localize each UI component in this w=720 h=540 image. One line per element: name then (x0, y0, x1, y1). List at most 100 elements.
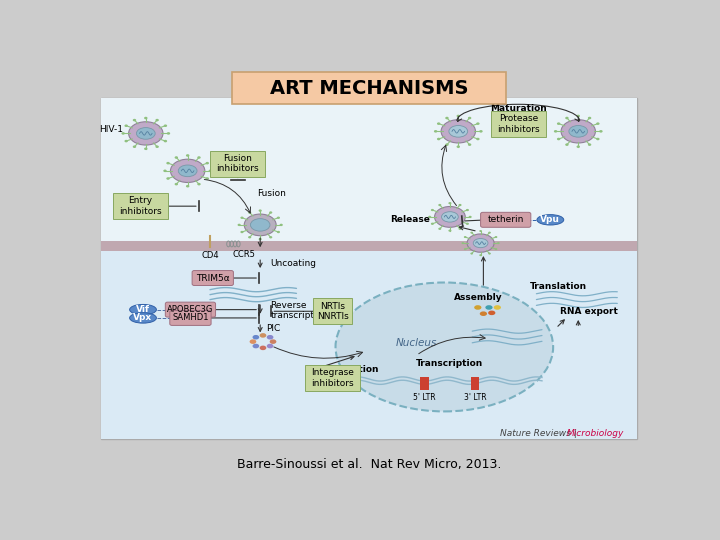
Text: Reverse
transcription: Reverse transcription (270, 301, 328, 320)
Ellipse shape (456, 114, 460, 117)
Ellipse shape (495, 236, 498, 238)
Text: SAMHD1: SAMHD1 (172, 313, 209, 322)
Ellipse shape (449, 230, 451, 232)
Ellipse shape (466, 209, 469, 211)
FancyArrowPatch shape (274, 347, 363, 358)
Text: HIV-1: HIV-1 (99, 125, 124, 134)
Ellipse shape (468, 117, 472, 119)
Text: CD4: CD4 (201, 252, 219, 260)
Ellipse shape (156, 145, 159, 148)
Ellipse shape (248, 211, 251, 214)
Text: APOBEC3G: APOBEC3G (167, 305, 214, 314)
Ellipse shape (276, 217, 280, 219)
Ellipse shape (485, 305, 492, 310)
Ellipse shape (166, 177, 170, 180)
Ellipse shape (122, 132, 125, 134)
Ellipse shape (270, 339, 276, 344)
Ellipse shape (464, 248, 467, 250)
Ellipse shape (537, 214, 564, 225)
Ellipse shape (480, 312, 487, 316)
Ellipse shape (130, 313, 156, 323)
Ellipse shape (476, 138, 480, 140)
FancyBboxPatch shape (101, 98, 637, 243)
Text: Protease
inhibitors: Protease inhibitors (497, 114, 539, 133)
Text: Fusion
inhibitors: Fusion inhibitors (217, 154, 259, 173)
Ellipse shape (167, 132, 170, 134)
Ellipse shape (445, 117, 449, 119)
Ellipse shape (469, 216, 472, 218)
FancyArrowPatch shape (204, 179, 251, 213)
Ellipse shape (144, 117, 148, 119)
FancyBboxPatch shape (101, 241, 637, 251)
Ellipse shape (599, 130, 603, 133)
Ellipse shape (269, 236, 272, 239)
Text: 5' LTR: 5' LTR (413, 393, 436, 402)
Ellipse shape (197, 156, 201, 159)
Text: RNA export: RNA export (560, 307, 618, 316)
Ellipse shape (163, 124, 167, 127)
Ellipse shape (495, 248, 498, 250)
Ellipse shape (462, 242, 464, 244)
Ellipse shape (488, 310, 495, 315)
Ellipse shape (179, 165, 197, 177)
Ellipse shape (240, 231, 243, 233)
Ellipse shape (596, 123, 600, 125)
Ellipse shape (258, 238, 262, 240)
Ellipse shape (244, 214, 276, 235)
Text: Vpu: Vpu (541, 215, 560, 224)
Text: Entry
inhibitors: Entry inhibitors (119, 197, 161, 216)
Ellipse shape (557, 123, 560, 125)
FancyBboxPatch shape (166, 302, 215, 317)
Ellipse shape (431, 222, 434, 225)
FancyBboxPatch shape (112, 193, 168, 219)
Text: Release: Release (390, 215, 431, 224)
Ellipse shape (129, 122, 163, 145)
Ellipse shape (144, 147, 148, 150)
Ellipse shape (163, 170, 167, 172)
FancyArrowPatch shape (441, 145, 456, 206)
Ellipse shape (561, 120, 595, 143)
Ellipse shape (260, 333, 266, 338)
Ellipse shape (260, 346, 266, 350)
Text: Vpx: Vpx (133, 313, 153, 322)
Ellipse shape (449, 125, 468, 137)
FancyBboxPatch shape (471, 377, 480, 390)
Ellipse shape (557, 138, 560, 140)
Ellipse shape (238, 224, 240, 226)
Ellipse shape (125, 124, 128, 127)
Ellipse shape (251, 219, 270, 231)
Ellipse shape (186, 185, 189, 187)
Ellipse shape (258, 210, 262, 212)
Text: PIC: PIC (266, 324, 280, 333)
Ellipse shape (205, 162, 209, 164)
Text: ART MECHANISMS: ART MECHANISMS (270, 79, 468, 98)
Ellipse shape (132, 119, 136, 122)
FancyBboxPatch shape (210, 151, 266, 177)
Ellipse shape (569, 125, 588, 137)
Ellipse shape (250, 339, 256, 344)
Ellipse shape (497, 242, 500, 244)
FancyBboxPatch shape (101, 248, 637, 439)
Text: Maturation: Maturation (490, 104, 546, 113)
Ellipse shape (494, 305, 501, 310)
Ellipse shape (266, 344, 274, 348)
Ellipse shape (588, 143, 591, 146)
Ellipse shape (588, 117, 591, 119)
Ellipse shape (459, 204, 462, 206)
FancyBboxPatch shape (313, 299, 352, 324)
Ellipse shape (554, 130, 557, 133)
Ellipse shape (253, 344, 259, 348)
Ellipse shape (175, 183, 178, 185)
FancyBboxPatch shape (420, 377, 429, 390)
Ellipse shape (467, 234, 494, 252)
Ellipse shape (449, 202, 451, 204)
FancyBboxPatch shape (170, 310, 211, 326)
Ellipse shape (466, 222, 469, 225)
Ellipse shape (480, 254, 482, 256)
Ellipse shape (434, 130, 437, 133)
FancyBboxPatch shape (192, 271, 233, 286)
Ellipse shape (577, 114, 580, 117)
Ellipse shape (470, 232, 473, 234)
Ellipse shape (136, 127, 156, 139)
Ellipse shape (445, 143, 449, 146)
